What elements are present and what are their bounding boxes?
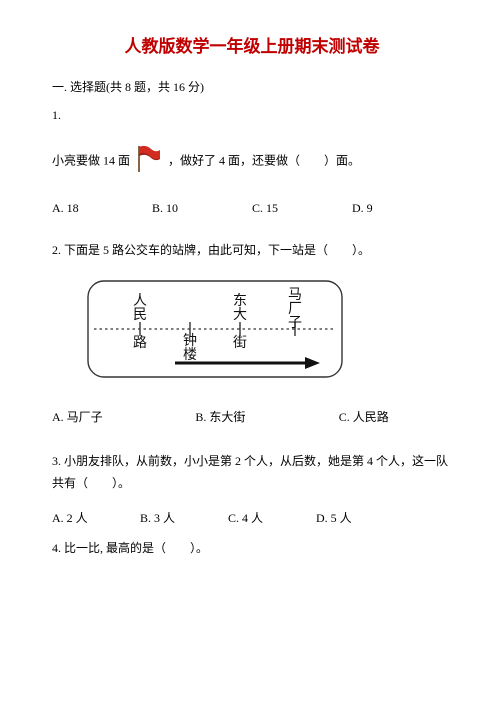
q3-options: A. 2 人 B. 3 人 C. 4 人 D. 5 人 (52, 509, 452, 527)
svg-text:路: 路 (133, 335, 147, 351)
section-1-header: 一. 选择题(共 8 题，共 16 分) (52, 78, 452, 96)
exam-page: 人教版数学一年级上册期末测试卷 一. 选择题(共 8 题，共 16 分) 1. … (0, 0, 500, 591)
q3-option-c: C. 4 人 (228, 509, 316, 527)
q1-option-c: C. 15 (252, 199, 352, 217)
q1-text-post: ，做好了 4 面，还要做（ ）面。 (168, 153, 360, 167)
q2-text: 2. 下面是 5 路公交车的站牌，由此可知，下一站是（ ）。 (52, 241, 452, 259)
q3-option-a: A. 2 人 (52, 509, 140, 527)
page-title: 人教版数学一年级上册期末测试卷 (52, 34, 452, 60)
flag-icon (135, 144, 163, 179)
q2-option-a: A. 马厂子 (52, 408, 195, 426)
svg-text:人: 人 (133, 293, 147, 309)
q3-option-d: D. 5 人 (316, 509, 404, 527)
q1-number: 1. (52, 106, 452, 124)
svg-text:马: 马 (288, 287, 302, 303)
svg-text:大: 大 (233, 307, 247, 323)
q3-option-b: B. 3 人 (140, 509, 228, 527)
q1-option-d: D. 9 (352, 199, 452, 217)
q2-option-c: C. 人民路 (339, 408, 452, 426)
svg-text:钟: 钟 (183, 332, 197, 349)
q1-text-pre: 小亮要做 14 面 (52, 153, 130, 167)
q4-text: 4. 比一比, 最高的是（ ）。 (52, 539, 452, 557)
q3-text: 3. 小朋友排队，从前数，小小是第 2 个人，从后数，她是第 4 个人，这一队共… (52, 450, 452, 496)
q1-options: A. 18 B. 10 C. 15 D. 9 (52, 199, 452, 217)
svg-text:厂: 厂 (288, 302, 302, 317)
svg-text:楼: 楼 (183, 347, 197, 363)
svg-text:子: 子 (288, 315, 302, 331)
bus-sign-diagram: 人 民 路 钟 楼 东 大 街 马 厂 子 (80, 275, 452, 390)
q1-option-a: A. 18 (52, 199, 152, 217)
svg-text:民: 民 (133, 308, 147, 323)
q2-option-b: B. 东大街 (195, 408, 338, 426)
q2-options: A. 马厂子 B. 东大街 C. 人民路 (52, 408, 452, 426)
q1-option-b: B. 10 (152, 199, 252, 217)
svg-text:街: 街 (233, 335, 247, 351)
svg-text:东: 东 (233, 293, 247, 309)
q1-text: 小亮要做 14 面 ，做好了 4 面，还要做（ ）面。 (52, 144, 452, 179)
